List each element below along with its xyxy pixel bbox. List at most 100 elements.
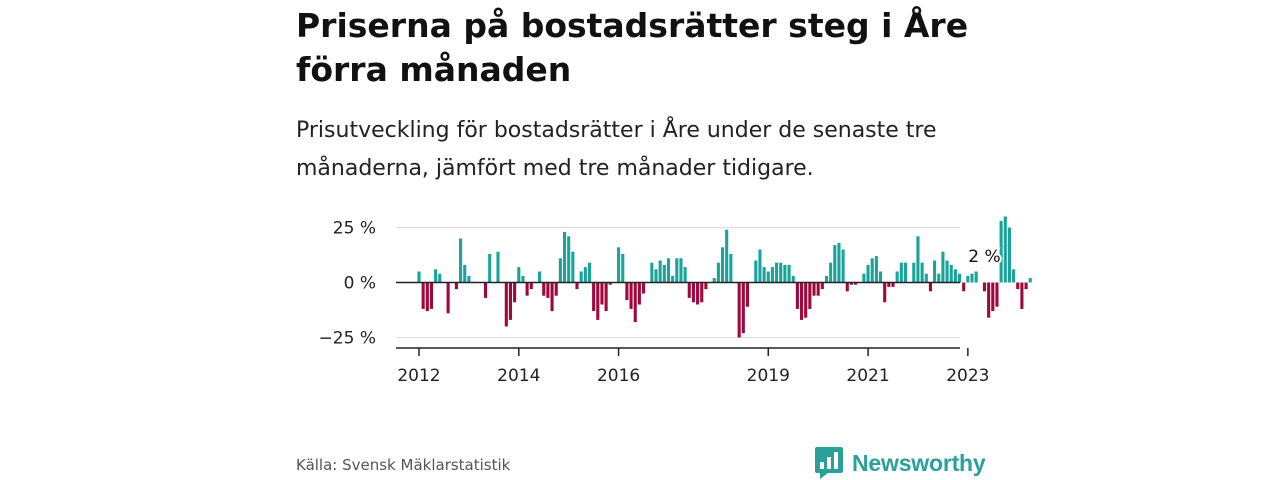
bar [621,253,625,283]
bar [525,282,529,296]
bar [866,264,870,283]
bar [829,262,833,283]
bar [816,282,820,296]
bar [438,273,442,283]
bar [562,231,567,283]
bar [775,262,779,283]
bar [883,282,887,303]
bar [666,258,671,283]
bar [696,282,700,305]
bar [903,262,908,283]
bar [454,282,458,290]
last-value-label: 2 % [968,247,1000,267]
bar [974,271,978,283]
bar [1024,282,1028,290]
bar [463,264,467,283]
x-tick-label: 2021 [846,366,889,386]
bar [650,262,654,283]
bar [820,282,824,290]
bar [654,269,658,283]
bar [575,282,579,290]
bar [795,282,799,309]
x-tick-label: 2023 [946,366,989,386]
x-tick-label: 2012 [397,366,440,386]
bar [608,282,612,285]
logo-icon [815,447,843,479]
bar [862,273,866,283]
bar [1028,278,1032,283]
bar [995,282,999,307]
bar [550,282,554,312]
bar [529,282,533,290]
bar [841,249,845,283]
bar [700,282,704,303]
bar [587,262,592,283]
bar [854,282,858,285]
bar [429,282,434,309]
bar [554,282,558,296]
bar [870,258,874,283]
bar [945,260,949,283]
bar [1016,282,1020,290]
bar [662,264,666,283]
bar [517,267,521,283]
bar [446,282,450,314]
bar [483,282,488,298]
bar [729,253,733,283]
bar [1003,216,1007,283]
bar [758,249,762,283]
bar [779,262,783,283]
bar [658,260,662,283]
labels: 25 % 0 % −25 % 2012 2014 2016 2019 2021 2023 2 % [319,219,1003,387]
bar [712,278,716,283]
bar [592,282,596,312]
bar [987,282,991,318]
bar [804,282,808,318]
bar [837,242,841,283]
bar [567,236,571,283]
bar [542,282,546,296]
bar [899,262,903,283]
bar [604,282,608,312]
bar [999,220,1003,283]
bar [1007,227,1011,283]
bar [488,253,492,283]
bar [546,282,550,298]
bar [891,282,895,287]
bar [467,275,471,283]
y-tick-label: −25 % [319,329,376,349]
y-tick-label: 25 % [333,219,376,239]
bar [833,245,837,283]
bar [425,282,429,312]
bar [583,267,587,283]
bar [849,282,853,285]
bar [949,264,953,283]
bar [887,282,891,287]
bar [716,262,720,283]
bar [637,282,641,305]
bar [629,282,633,309]
bar [920,262,924,283]
bar [791,275,795,283]
bar [812,282,816,296]
gridlines [396,227,960,338]
bar [571,251,575,283]
bar [953,269,957,283]
bar [617,247,621,283]
bar [770,267,774,283]
bar [579,271,583,283]
bars [417,216,1032,338]
bar [970,273,974,283]
bar [633,282,637,323]
bar [683,267,687,283]
bar [625,282,629,301]
bar [496,251,500,283]
bar [808,282,812,309]
bar [720,247,725,283]
bar [421,282,425,309]
bar [941,251,945,283]
newsworthy-logo[interactable]: Newsworthy [814,446,986,480]
bar [916,236,920,283]
bar [754,260,758,283]
source-note: Källa: Svensk Mäklarstatistik [296,456,511,474]
